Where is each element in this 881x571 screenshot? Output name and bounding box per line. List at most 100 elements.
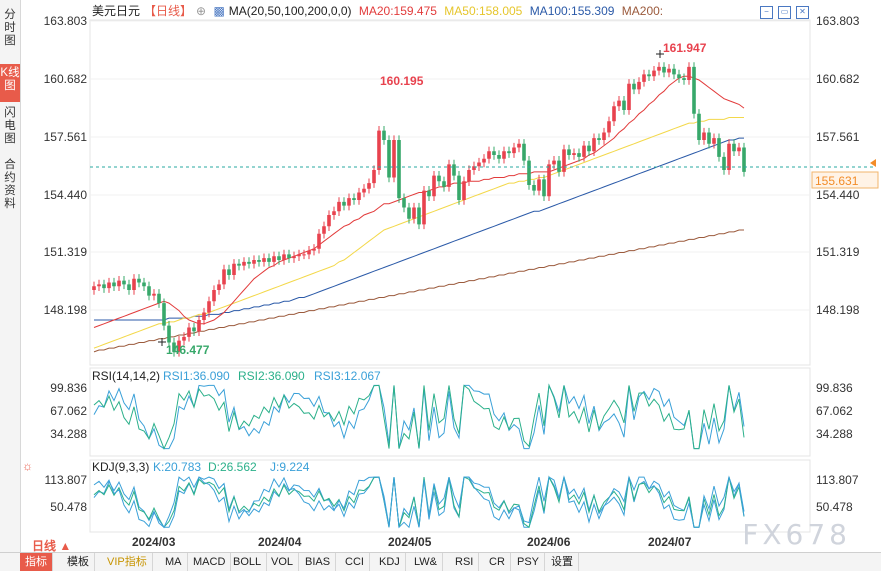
candle-body: [672, 68, 676, 75]
candle-body: [187, 327, 191, 337]
settings-icon[interactable]: ⊕: [196, 4, 207, 18]
toolbar-ma[interactable]: MA: [160, 553, 188, 571]
rsi-title: RSI(14,14,2): [92, 369, 160, 383]
price-tick-right: 163.803: [816, 14, 860, 28]
candle-body: [122, 280, 126, 285]
candle-body: [172, 342, 176, 352]
candle-body: [192, 327, 196, 332]
candle-body: [572, 153, 576, 155]
candle-body: [307, 250, 311, 255]
candle-body: [182, 336, 186, 341]
tab-kline[interactable]: K线图: [0, 64, 20, 102]
rsi-tick-left: 34.288: [50, 427, 87, 441]
candle-body: [117, 280, 121, 287]
toolbar-macd[interactable]: MACD: [188, 553, 232, 571]
x-tick: 2024/07: [648, 535, 692, 549]
candle-body: [297, 254, 301, 257]
close-icon[interactable]: ✕: [796, 6, 809, 19]
tab-contract[interactable]: 合约资料: [4, 159, 16, 210]
candle-body: [607, 121, 611, 133]
candle-body: [622, 100, 626, 110]
tab-timeshare[interactable]: 分时图: [4, 9, 16, 47]
candle-body: [562, 149, 566, 172]
kdj-title: KDJ(9,3,3): [92, 460, 149, 474]
candle-body: [352, 198, 356, 200]
toolbar-settings[interactable]: 设置: [546, 553, 579, 571]
candle-body: [397, 140, 401, 199]
toolbar-vol[interactable]: VOL: [266, 553, 300, 571]
candle-body: [302, 254, 306, 256]
toolbar-cr[interactable]: CR: [484, 553, 511, 571]
toolbar-cci[interactable]: CCI: [340, 553, 370, 571]
toolbar-lw[interactable]: LW&: [409, 553, 444, 571]
candle-body: [657, 66, 661, 71]
toolbar-psy[interactable]: PSY: [512, 553, 546, 571]
candle-body: [347, 198, 351, 206]
candle-body: [717, 138, 721, 157]
ma200-line-path: [93, 229, 744, 353]
candles: [92, 62, 746, 357]
minimize-icon[interactable]: −: [760, 6, 773, 19]
kdj-k-value: K:20.783: [153, 460, 201, 474]
candle-body: [142, 282, 146, 287]
period-tag[interactable]: 日线 ▲: [32, 539, 72, 553]
rsi1-value: RSI1:36.090: [163, 369, 230, 383]
candle-body: [512, 147, 516, 154]
candle-body: [597, 138, 601, 140]
candle-body: [442, 181, 446, 187]
candle-body: [517, 143, 521, 148]
price-tick-left: 148.198: [44, 303, 88, 317]
price-panel-frame: [89, 19, 811, 366]
rsi1-line: [93, 383, 745, 450]
bottom-toolbar: 指标 模板 VIP指标 MA MACD BOLL VOL BIAS CCI KD…: [0, 552, 881, 571]
candle-body: [277, 256, 281, 260]
ma-params: MA(20,50,100,200,0,0): [228, 4, 352, 18]
toolbar-boll[interactable]: BOLL: [228, 553, 268, 571]
tab-flash[interactable]: 闪电图: [4, 107, 16, 145]
rsi-tick-left: 67.062: [50, 404, 87, 418]
candle-body: [692, 66, 696, 114]
candle-body: [502, 151, 506, 159]
toolbar-vip-indicator[interactable]: VIP指标: [102, 553, 153, 571]
toolbar-bias[interactable]: BIAS: [300, 553, 337, 571]
restore-icon[interactable]: ▭: [778, 6, 791, 19]
candle-body: [667, 68, 671, 73]
candle-body: [737, 147, 741, 152]
candle-body: [257, 260, 261, 262]
kdj-j-value: J:9.224: [270, 460, 310, 474]
candle-body: [412, 207, 416, 219]
candle-body: [727, 143, 731, 170]
candle-body: [417, 207, 421, 225]
candle-body: [467, 170, 471, 182]
candle-body: [377, 130, 381, 170]
toolbar-kdj[interactable]: KDJ: [374, 553, 406, 571]
candle-body: [107, 282, 111, 289]
toolbar-template[interactable]: 模板: [62, 553, 95, 571]
kdj-sun-icon[interactable]: ☼: [22, 459, 33, 473]
toolbar-rsi[interactable]: RSI: [450, 553, 480, 571]
grid: [90, 20, 810, 311]
price-tick-right: 154.440: [816, 188, 860, 202]
ma20-line-path: [93, 75, 745, 328]
candle-body: [262, 258, 266, 262]
toolbar-indicator[interactable]: 指标: [20, 553, 53, 571]
candle-body: [147, 286, 151, 296]
kdj-tick-left: 50.478: [50, 500, 87, 514]
x-tick: 2024/04: [258, 535, 302, 549]
high-left-marker: 160.195: [380, 74, 424, 88]
price-axis-right: 163.803 160.682 157.561 154.440 151.319 …: [816, 14, 860, 317]
candle-body: [462, 181, 466, 200]
candle-body: [617, 100, 621, 107]
candle-body: [372, 170, 376, 184]
candle-body: [642, 74, 646, 82]
rsi2-value: RSI2:36.090: [238, 369, 305, 383]
candle-body: [722, 156, 726, 170]
candle-body: [437, 175, 441, 182]
ma200-line: [93, 229, 744, 353]
candle-body: [497, 155, 501, 159]
ma-icon[interactable]: ▩: [213, 4, 225, 18]
kdj-tick-left: 113.807: [45, 473, 88, 487]
candle-body: [367, 183, 371, 189]
candle-body: [587, 145, 591, 152]
rsi-axis: 99.836 67.062 34.288 99.836 67.062 34.28…: [50, 381, 853, 441]
